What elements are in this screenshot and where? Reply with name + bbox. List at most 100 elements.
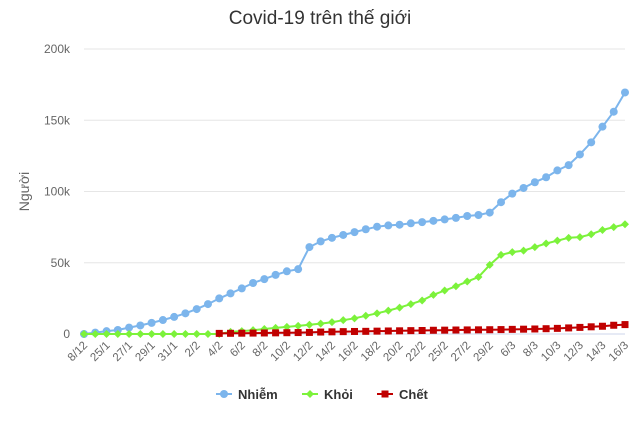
data-point[interactable] bbox=[350, 228, 359, 237]
data-point[interactable] bbox=[192, 305, 201, 314]
data-point[interactable] bbox=[339, 328, 347, 336]
data-point[interactable] bbox=[80, 330, 88, 338]
legend-marker[interactable] bbox=[220, 390, 228, 398]
data-point[interactable] bbox=[587, 230, 596, 239]
data-point[interactable] bbox=[136, 321, 145, 330]
data-point[interactable] bbox=[598, 122, 607, 131]
data-point[interactable] bbox=[227, 329, 235, 337]
data-point[interactable] bbox=[474, 326, 482, 334]
data-point[interactable] bbox=[361, 311, 370, 320]
data-point[interactable] bbox=[598, 225, 607, 234]
data-point[interactable] bbox=[576, 323, 584, 331]
data-point[interactable] bbox=[429, 290, 438, 299]
data-point[interactable] bbox=[406, 219, 415, 228]
data-point[interactable] bbox=[170, 330, 179, 338]
data-point[interactable] bbox=[407, 327, 415, 335]
data-point[interactable] bbox=[565, 324, 573, 332]
data-point[interactable] bbox=[621, 321, 629, 329]
data-point[interactable] bbox=[282, 267, 291, 276]
data-point[interactable] bbox=[113, 330, 122, 338]
data-point[interactable] bbox=[271, 270, 280, 279]
data-point[interactable] bbox=[609, 223, 618, 232]
data-point[interactable] bbox=[373, 327, 381, 335]
data-point[interactable] bbox=[451, 213, 460, 222]
data-point[interactable] bbox=[621, 220, 629, 229]
data-point[interactable] bbox=[609, 107, 618, 116]
data-point[interactable] bbox=[181, 309, 190, 318]
data-point[interactable] bbox=[362, 327, 370, 335]
data-point[interactable] bbox=[519, 183, 528, 192]
data-point[interactable] bbox=[203, 330, 212, 338]
data-point[interactable] bbox=[452, 326, 460, 334]
data-point[interactable] bbox=[350, 314, 359, 323]
data-point[interactable] bbox=[440, 215, 449, 224]
data-point[interactable] bbox=[564, 161, 573, 170]
data-point[interactable] bbox=[102, 330, 111, 338]
data-point[interactable] bbox=[181, 330, 190, 338]
legend-marker[interactable] bbox=[381, 390, 389, 398]
data-point[interactable] bbox=[463, 277, 472, 286]
data-point[interactable] bbox=[463, 212, 472, 221]
legend-label[interactable]: Chết bbox=[399, 387, 429, 402]
data-point[interactable] bbox=[418, 296, 427, 305]
data-point[interactable] bbox=[305, 243, 314, 252]
data-point[interactable] bbox=[316, 237, 325, 246]
data-point[interactable] bbox=[441, 326, 449, 334]
data-point[interactable] bbox=[215, 294, 224, 303]
data-point[interactable] bbox=[531, 325, 539, 333]
data-point[interactable] bbox=[327, 318, 336, 327]
data-point[interactable] bbox=[418, 326, 426, 334]
data-point[interactable] bbox=[553, 324, 561, 332]
data-point[interactable] bbox=[91, 330, 100, 338]
data-point[interactable] bbox=[486, 326, 494, 334]
data-point[interactable] bbox=[327, 233, 336, 242]
data-point[interactable] bbox=[249, 329, 257, 337]
data-point[interactable] bbox=[520, 325, 528, 333]
data-point[interactable] bbox=[575, 233, 584, 242]
data-point[interactable] bbox=[294, 329, 302, 337]
data-point[interactable] bbox=[283, 329, 291, 337]
data-point[interactable] bbox=[260, 275, 269, 284]
data-point[interactable] bbox=[564, 233, 573, 242]
data-point[interactable] bbox=[305, 328, 313, 336]
data-point[interactable] bbox=[125, 330, 134, 338]
data-point[interactable] bbox=[553, 166, 562, 175]
legend-label[interactable]: Khỏi bbox=[324, 387, 353, 402]
data-point[interactable] bbox=[272, 329, 280, 337]
data-point[interactable] bbox=[260, 329, 268, 337]
data-point[interactable] bbox=[339, 316, 348, 325]
data-point[interactable] bbox=[418, 218, 427, 227]
data-point[interactable] bbox=[542, 173, 551, 182]
data-point[interactable] bbox=[294, 321, 303, 330]
data-point[interactable] bbox=[395, 220, 404, 229]
data-point[interactable] bbox=[361, 225, 370, 234]
data-point[interactable] bbox=[351, 327, 358, 335]
data-point[interactable] bbox=[147, 330, 156, 338]
data-point[interactable] bbox=[530, 178, 539, 187]
data-point[interactable] bbox=[474, 273, 483, 281]
data-point[interactable] bbox=[384, 221, 393, 230]
data-point[interactable] bbox=[237, 284, 246, 293]
legend-marker[interactable] bbox=[306, 390, 314, 398]
data-point[interactable] bbox=[485, 208, 494, 217]
data-point[interactable] bbox=[463, 326, 471, 334]
data-point[interactable] bbox=[226, 289, 235, 298]
data-point[interactable] bbox=[440, 286, 449, 295]
data-point[interactable] bbox=[610, 321, 618, 329]
data-point[interactable] bbox=[170, 312, 179, 321]
data-point[interactable] bbox=[249, 278, 258, 287]
data-point[interactable] bbox=[497, 250, 506, 259]
data-point[interactable] bbox=[497, 198, 506, 207]
data-point[interactable] bbox=[373, 222, 382, 231]
data-point[interactable] bbox=[192, 330, 201, 338]
data-point[interactable] bbox=[328, 328, 336, 336]
data-point[interactable] bbox=[316, 319, 325, 328]
data-point[interactable] bbox=[406, 300, 415, 309]
data-point[interactable] bbox=[530, 243, 539, 252]
data-point[interactable] bbox=[587, 323, 595, 331]
data-point[interactable] bbox=[587, 138, 596, 147]
data-point[interactable] bbox=[598, 322, 606, 330]
data-point[interactable] bbox=[429, 216, 438, 225]
data-point[interactable] bbox=[497, 326, 505, 334]
data-point[interactable] bbox=[508, 189, 517, 198]
